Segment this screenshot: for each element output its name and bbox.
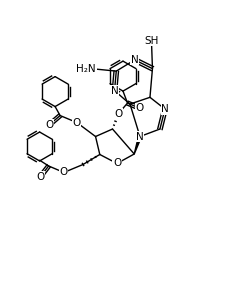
- Text: N: N: [130, 55, 138, 65]
- Text: O: O: [112, 159, 121, 168]
- Text: SH: SH: [144, 36, 158, 46]
- Text: H₂N: H₂N: [76, 64, 96, 74]
- Text: O: O: [135, 103, 143, 113]
- Text: O: O: [36, 172, 44, 182]
- Text: N: N: [160, 104, 168, 114]
- Text: N: N: [110, 86, 118, 95]
- Text: O: O: [45, 119, 54, 130]
- Text: O: O: [114, 109, 122, 119]
- Text: O: O: [72, 118, 81, 128]
- Text: O: O: [60, 167, 68, 178]
- Polygon shape: [134, 136, 141, 154]
- Text: N: N: [136, 131, 143, 142]
